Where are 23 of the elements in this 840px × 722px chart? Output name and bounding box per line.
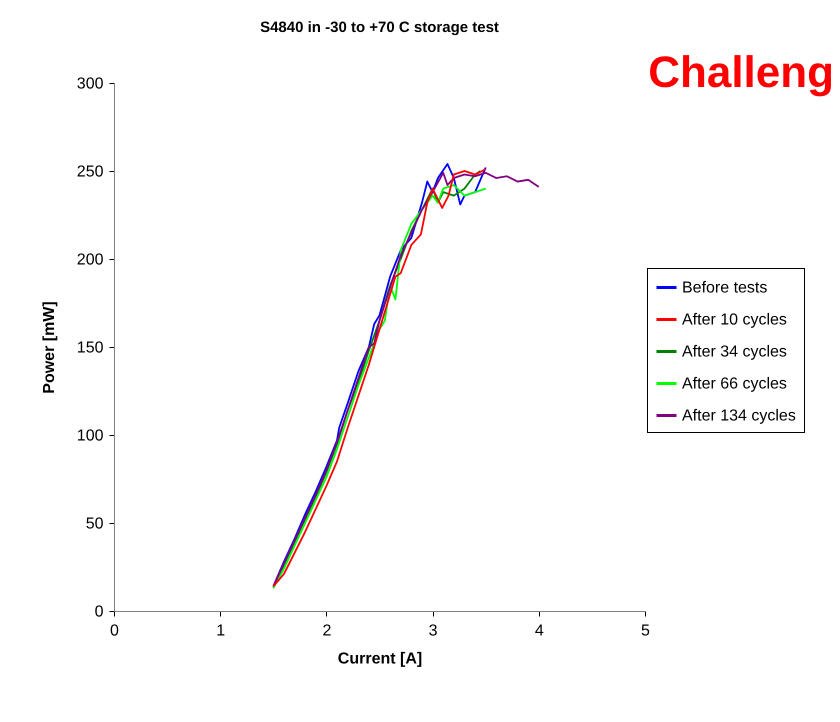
chart-title: S4840 in -30 to +70 C storage test	[260, 19, 499, 36]
y-axis-title: Power [mW]	[40, 301, 58, 394]
y-tick-label: 0	[94, 604, 104, 620]
x-tick-label: 5	[641, 622, 650, 640]
x-axis-title: Current [A]	[338, 650, 422, 668]
y-tick-label: 300	[76, 76, 104, 92]
y-tick-label: 200	[76, 252, 104, 268]
text: Challeng	[648, 48, 834, 98]
y-tick-label: 150	[76, 340, 104, 356]
legend-label: After 34 cycles	[682, 344, 787, 360]
x-tick-label: 2	[322, 622, 332, 640]
legend-label: After 134 cycles	[682, 408, 796, 424]
legend-label: Before tests	[682, 280, 768, 296]
x-tick-label: 3	[428, 622, 438, 640]
y-tick-label: 50	[86, 516, 104, 532]
x-tick-label: 1	[216, 622, 226, 640]
y-tick-label: 100	[76, 428, 104, 444]
line-series	[272, 172, 540, 588]
y-tick-label: 250	[76, 164, 104, 180]
x-tick-label: 4	[534, 622, 544, 640]
x-tick-label: 0	[110, 622, 120, 640]
legend-label: After 66 cycles	[682, 376, 787, 392]
legend-label: After 10 cycles	[682, 312, 787, 328]
